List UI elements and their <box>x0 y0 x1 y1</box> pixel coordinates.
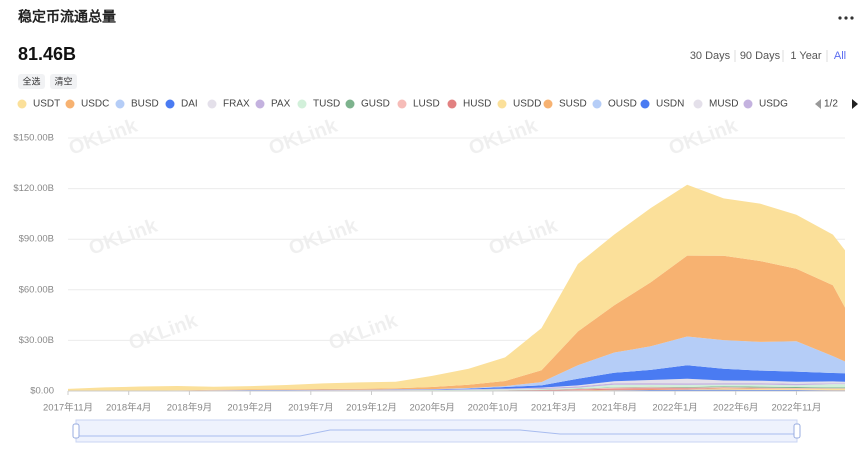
range-button[interactable]: 90 Days <box>740 50 781 62</box>
area <box>68 336 845 391</box>
legend-label[interactable]: HUSD <box>463 99 491 110</box>
area <box>68 365 845 391</box>
y-tick-label: $30.00B <box>19 335 54 346</box>
legend-label[interactable]: USDC <box>81 99 109 110</box>
legend-next[interactable] <box>852 99 858 109</box>
legend-marker[interactable] <box>207 99 217 109</box>
legend-arrows[interactable] <box>815 99 858 109</box>
legend-label[interactable]: USDT <box>33 99 60 110</box>
x-tick-label: 2019年2月 <box>227 402 272 414</box>
x-tick-label: 2021年3月 <box>531 402 576 414</box>
range-button[interactable]: All <box>834 50 846 62</box>
legend-label[interactable]: OUSD <box>608 99 637 110</box>
legend-label[interactable]: SUSD <box>559 99 587 110</box>
legend-marker[interactable] <box>65 99 75 109</box>
x-tick-label: 2022年11月 <box>771 402 821 414</box>
navigator-handle[interactable] <box>72 423 80 439</box>
legend-marker[interactable] <box>397 99 407 109</box>
navigator-outline <box>76 429 797 437</box>
x-tick-label: 2020年10月 <box>468 402 519 414</box>
legend-marker[interactable] <box>255 99 265 109</box>
select-button-bg[interactable] <box>50 74 77 89</box>
legend-marker[interactable] <box>693 99 703 109</box>
legend-label[interactable]: DAI <box>181 99 198 110</box>
area <box>68 384 845 391</box>
legend-label[interactable]: TUSD <box>313 99 340 110</box>
legend-label[interactable]: USDG <box>759 99 788 110</box>
x-tick-label: 2018年4月 <box>106 402 151 414</box>
range-button[interactable]: 30 Days <box>690 50 731 62</box>
current-value: 81.46B <box>18 44 76 64</box>
legend-marker[interactable] <box>447 99 457 109</box>
legend-label[interactable]: FRAX <box>223 99 250 110</box>
legend-marker[interactable] <box>17 99 27 109</box>
legend-label[interactable]: MUSD <box>709 99 738 110</box>
x-tick-label: 2019年7月 <box>288 402 333 414</box>
legend-marker[interactable] <box>543 99 553 109</box>
x-tick-label: 2020年5月 <box>410 402 455 414</box>
navigator-window <box>75 419 798 443</box>
navigator[interactable] <box>72 419 801 443</box>
y-tick-label: $60.00B <box>19 284 54 295</box>
legend-marker[interactable] <box>297 99 307 109</box>
x-tick-label: 2021年8月 <box>592 402 637 414</box>
menu-icon[interactable] <box>838 16 854 20</box>
area <box>68 386 845 391</box>
legend-marker[interactable] <box>743 99 753 109</box>
area <box>68 383 845 391</box>
legend-page: 1/2 <box>824 99 838 110</box>
area <box>68 184 845 391</box>
legend-marker[interactable] <box>640 99 650 109</box>
area <box>68 255 845 391</box>
legend-label[interactable]: GUSD <box>361 99 390 110</box>
x-tick-label: 2019年12月 <box>346 402 397 414</box>
legend-label[interactable]: USDN <box>656 99 684 110</box>
area <box>68 389 845 391</box>
area <box>68 387 845 391</box>
x-tick-label: 2022年1月 <box>652 402 697 414</box>
x-tick-label: 2018年9月 <box>167 402 212 414</box>
select-button-bg[interactable] <box>18 74 45 89</box>
x-tick-label: 2017年11月 <box>43 402 93 414</box>
legend-label[interactable]: BUSD <box>131 99 159 110</box>
range-button[interactable]: 1 Year <box>790 50 822 62</box>
legend-marker[interactable] <box>345 99 355 109</box>
legend-marker[interactable] <box>165 99 175 109</box>
select-button[interactable]: 全选 <box>22 75 40 86</box>
legend-marker[interactable] <box>115 99 125 109</box>
legend-marker[interactable] <box>592 99 602 109</box>
chart-title: 稳定币流通总量 <box>18 9 116 25</box>
area <box>68 378 845 391</box>
legend-label[interactable]: LUSD <box>413 99 440 110</box>
legend-label[interactable]: PAX <box>271 99 291 110</box>
legend-marker[interactable] <box>497 99 507 109</box>
y-tick-label: $0.00 <box>30 386 54 397</box>
legend-label[interactable]: USDD <box>513 99 541 110</box>
legend-prev[interactable] <box>815 99 821 109</box>
x-tick-label: 2022年6月 <box>713 402 758 414</box>
select-button[interactable]: 清空 <box>54 75 72 86</box>
y-tick-label: $90.00B <box>19 234 54 245</box>
y-tick-label: $150.00B <box>13 133 54 144</box>
navigator-handle[interactable] <box>793 423 801 439</box>
y-tick-label: $120.00B <box>13 183 54 194</box>
